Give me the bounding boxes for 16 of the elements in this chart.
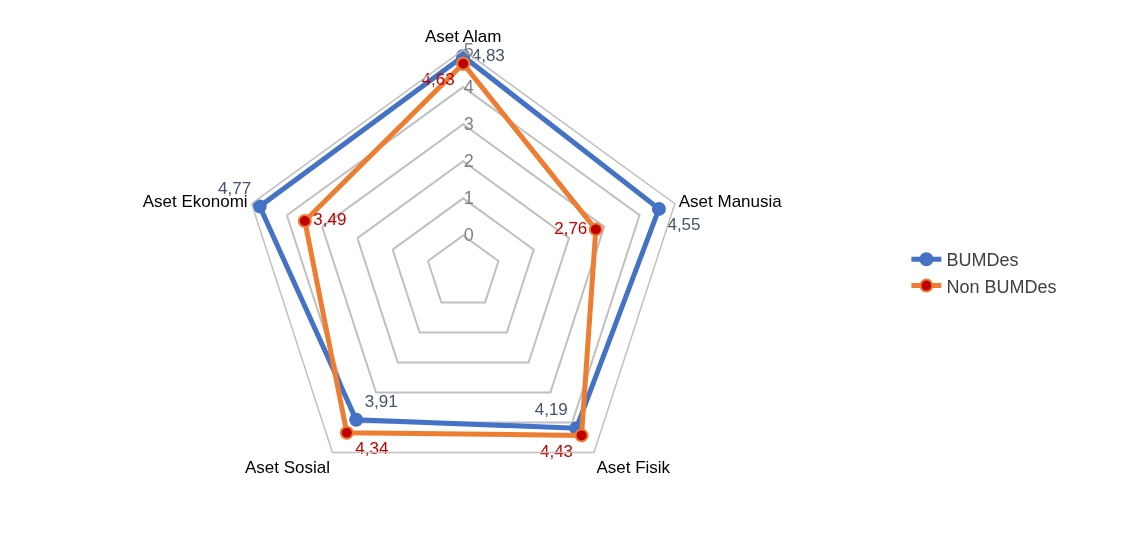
y-tick-label: 4 [463,76,474,97]
data-label: 3,91 [364,392,398,412]
data-label: 4,83 [471,45,505,65]
spoke-label: Aset Fisik [596,458,671,478]
data-label: 4,55 [667,215,701,235]
data-label: 3,49 [313,210,347,230]
y-tick-label: 0 [463,225,474,246]
spoke-label: Aset Sosial [244,458,330,478]
y-tick-label: 1 [463,188,474,209]
legend-label: BUMDes [946,250,1019,271]
spoke-label: Aset Manusia [678,192,783,212]
y-tick-label: 3 [463,114,474,135]
data-label: 2,76 [554,218,588,238]
legend-label: Non BUMDes [946,276,1057,297]
data-label: 4,19 [534,400,568,420]
y-tick-label: 2 [463,151,474,172]
